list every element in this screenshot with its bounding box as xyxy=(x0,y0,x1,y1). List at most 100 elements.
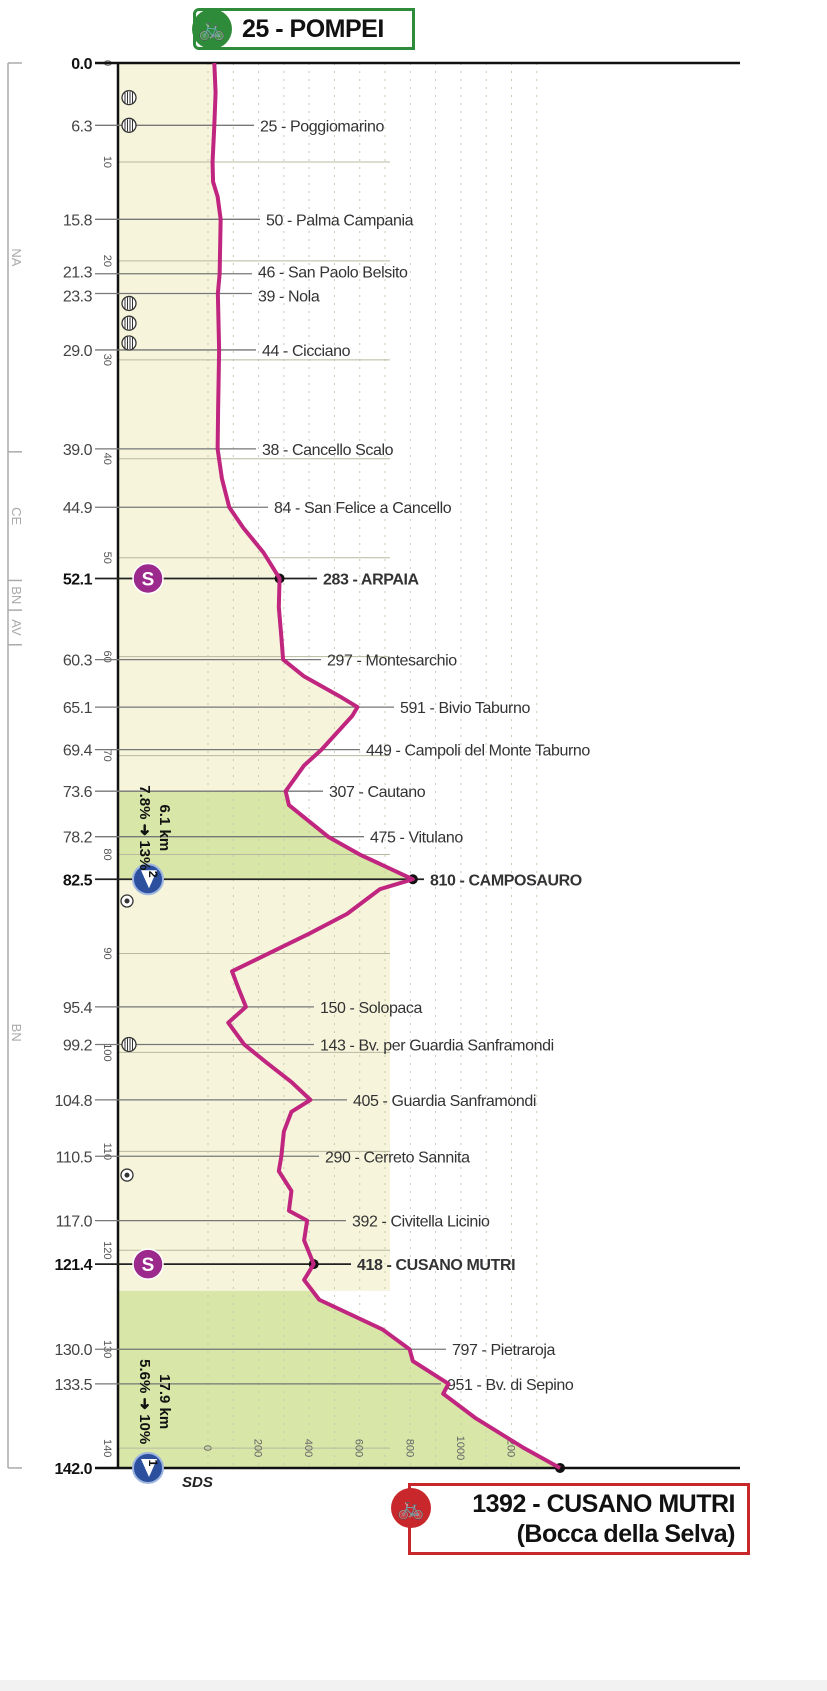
elevation-profile-line xyxy=(210,62,562,1470)
waypoint-label: 405 - Guardia Sanframondi xyxy=(353,1093,536,1110)
km-tick-label: 140 xyxy=(101,1439,113,1457)
waypoint-km: 29.0 xyxy=(63,343,93,360)
waypoint-label: 46 - San Paolo Belsito xyxy=(258,265,408,282)
profile-fill xyxy=(118,63,561,1468)
waypoint-km: 82.5 xyxy=(63,872,93,889)
cyclist-icon: 🚲 xyxy=(391,1488,431,1528)
km-tick-label: 10 xyxy=(101,156,113,168)
waypoint-km: 78.2 xyxy=(63,830,93,847)
waypoint-label: 44 - Cicciano xyxy=(262,343,351,360)
target-icon-dot xyxy=(124,898,130,904)
waypoint-km: 60.3 xyxy=(63,653,93,670)
kom-category: 1 xyxy=(146,1460,160,1467)
km-tick-label: 60 xyxy=(101,651,113,663)
level-crossing-icon-ring xyxy=(121,335,137,351)
waypoint-label: 810 - CAMPOSAURO xyxy=(430,872,582,889)
climb-gradient: 5.6% ➜ 10% xyxy=(136,1359,153,1444)
waypoint-km: 95.4 xyxy=(63,1000,93,1017)
climb-gradient: 7.8% ➜ 13% xyxy=(136,785,153,870)
waypoint-label: 50 - Palma Campania xyxy=(266,212,414,229)
waypoint-km: 99.2 xyxy=(63,1037,93,1054)
climb-length: 17.9 km xyxy=(156,1374,173,1429)
level-crossing-icon-ring xyxy=(121,89,137,106)
sprint-icon-letter: S xyxy=(142,1255,155,1276)
sprint-icon xyxy=(132,1248,164,1280)
climb-fill xyxy=(118,1290,561,1468)
waypoint-label: 283 - ARPAIA xyxy=(323,571,420,588)
altitude-tick-label: 400 xyxy=(302,1439,314,1457)
finish-banner: 🚲 1392 - CUSANO MUTRI (Bocca della Selva… xyxy=(391,1483,750,1555)
level-crossing-icon xyxy=(121,335,137,351)
waypoint-km: 104.8 xyxy=(54,1093,92,1110)
waypoint-label: 25 - Poggiomarino xyxy=(260,118,384,135)
waypoint-label: 418 - CUSANO MUTRI xyxy=(357,1257,515,1274)
km-tick-label: 30 xyxy=(101,354,113,366)
altitude-tick-label: 200 xyxy=(252,1439,264,1457)
sprint-icon-letter: S xyxy=(142,569,155,590)
waypoint-label: 392 - Civitella Licinio xyxy=(352,1214,490,1231)
credit-text: SDS xyxy=(182,1474,213,1491)
waypoint-km: 130.0 xyxy=(54,1342,92,1359)
altitude-tick-label: 0 xyxy=(201,1445,213,1451)
waypoint-km: 133.5 xyxy=(54,1377,92,1394)
km-tick-label: 40 xyxy=(101,453,113,465)
level-crossing-icon xyxy=(121,1036,137,1053)
level-crossing-icon-ring xyxy=(121,117,137,133)
province-label: BN xyxy=(9,586,24,604)
waypoint-label: 143 - Bv. per Guardia Sanframondi xyxy=(320,1037,554,1054)
km-tick-label: 100 xyxy=(101,1043,113,1061)
waypoint-label: 39 - Nola xyxy=(258,289,320,306)
level-crossing-icon xyxy=(121,295,137,312)
target-icon-dot xyxy=(124,1172,130,1178)
waypoint-label: 475 - Vitulano xyxy=(370,830,463,847)
altitude-tick-label: 800 xyxy=(403,1439,415,1457)
province-label: CE xyxy=(9,507,24,525)
cyclist-icon: 🚲 xyxy=(192,9,232,49)
climb-fill xyxy=(118,791,413,880)
waypoint-km: 73.6 xyxy=(63,784,93,801)
province-label: AV xyxy=(9,619,24,636)
waypoint-label: 951 - Bv. di Sepino xyxy=(447,1377,574,1394)
bottom-strip xyxy=(0,1680,827,1691)
waypoint-km: 110.5 xyxy=(56,1149,93,1166)
province-label: BN xyxy=(9,1024,24,1042)
waypoint-label: 307 - Cautano xyxy=(329,784,426,801)
km-tick-label: 80 xyxy=(101,848,113,860)
waypoint-label: 38 - Cancello Scalo xyxy=(262,442,394,459)
waypoint-km: 39.0 xyxy=(63,442,93,459)
waypoint-km: 23.3 xyxy=(63,289,93,306)
level-crossing-icon-ring xyxy=(121,295,137,312)
waypoint-km: 142.0 xyxy=(54,1461,92,1478)
waypoint-km: 121.4 xyxy=(54,1257,92,1274)
waypoint-label: 449 - Campoli del Monte Taburno xyxy=(366,743,590,760)
km-tick-label: 120 xyxy=(101,1241,113,1259)
waypoint-km: 21.3 xyxy=(63,265,93,282)
level-crossing-icon xyxy=(121,117,137,133)
km-tick-label: 70 xyxy=(101,749,113,761)
level-crossing-icon xyxy=(121,315,137,331)
km-tick-label: 20 xyxy=(101,255,113,267)
altitude-tick-label: 200 xyxy=(504,1439,516,1457)
waypoint-km: 117.0 xyxy=(56,1214,93,1231)
waypoint-km: 65.1 xyxy=(63,700,93,717)
waypoint-label: 297 - Montesarchio xyxy=(327,653,457,670)
waypoint-km: 52.1 xyxy=(63,571,93,588)
waypoint-km: 6.3 xyxy=(71,118,92,135)
km-tick-label: 90 xyxy=(101,947,113,959)
level-crossing-icon-ring xyxy=(121,315,137,331)
waypoint-km: 44.9 xyxy=(63,500,93,517)
start-label: 25 - POMPEI xyxy=(242,14,384,43)
waypoint-km: 15.8 xyxy=(63,212,93,229)
finish-label: 1392 - CUSANO MUTRI xyxy=(472,1490,735,1518)
waypoint-label: 84 - San Felice a Cancello xyxy=(274,500,452,517)
km-tick-label: 50 xyxy=(101,552,113,564)
waypoint-label: 290 - Cerreto Sannita xyxy=(325,1149,470,1166)
kom-category: 2 xyxy=(146,871,160,878)
altitude-tick-label: 600 xyxy=(353,1439,365,1457)
finish-sublabel: (Bocca della Selva) xyxy=(516,1520,736,1548)
kom-icon-triangle xyxy=(141,870,157,889)
level-crossing-icon-ring xyxy=(121,1036,137,1053)
km-tick-label: 110 xyxy=(101,1143,113,1161)
waypoint-km: 0.0 xyxy=(71,56,92,73)
